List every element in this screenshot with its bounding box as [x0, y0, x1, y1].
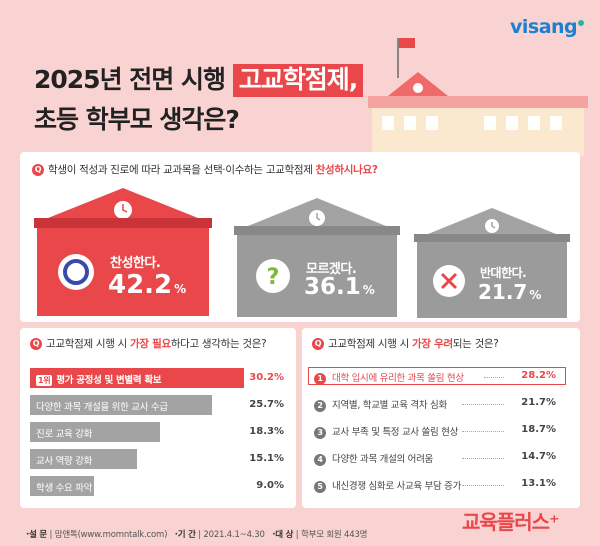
dotted-leader [462, 485, 504, 486]
concern-value: 28.2% [521, 370, 556, 381]
dotted-leader [462, 431, 504, 432]
school-building-illustration [368, 38, 588, 156]
concern-value: 13.1% [521, 478, 556, 489]
edu-plus-logo: 교육플러스⁺ [462, 510, 560, 534]
circle-icon [58, 254, 94, 290]
bar-label: 1위 평가 공정성 및 변별력 확보 [36, 375, 162, 386]
dotted-leader [462, 404, 504, 405]
rank-badge: 1위 [36, 375, 53, 386]
question-badge-icon: Q [312, 338, 324, 350]
disagree-value: 21.7% [478, 280, 542, 304]
question-badge-icon: Q [32, 164, 44, 176]
concern-item: 5 내신경쟁 심화로 사교육 부담 증가 [314, 478, 461, 493]
agree-label: 찬성한다. [110, 256, 161, 271]
agree-value: 42.2% [108, 270, 187, 300]
svg-text:?: ? [267, 265, 280, 290]
bar-label: 학생 수요 파악 [36, 483, 93, 494]
rank-number: 3 [314, 426, 326, 439]
concern-value: 14.7% [521, 451, 556, 462]
unsure-value: 36.1% [304, 274, 375, 300]
dotted-leader [462, 458, 504, 459]
concern-item: 4 다양한 과목 개설의 어려움 [314, 451, 433, 466]
q1-emphasis: 찬성하시나요? [315, 164, 378, 176]
rank-number: 2 [314, 399, 326, 412]
logo-dot [578, 19, 585, 26]
bar-value-label: 30.2% [249, 372, 284, 383]
dotted-leader [484, 377, 504, 378]
bar [30, 395, 212, 415]
bar [30, 449, 137, 469]
q1-text: 학생이 적성과 진로에 따라 교과목을 선택·이수하는 고교학점제 [48, 164, 313, 176]
x-icon [433, 265, 465, 297]
title-prefix: 2025년 전면 시행 [34, 65, 226, 94]
survey-footer: ·설 문 | 맘앤톡(www.momntalk.com) ·기 간 | 2021… [26, 530, 368, 540]
bar-value-label: 25.7% [249, 399, 284, 410]
rank-number: 4 [314, 453, 326, 466]
bar [30, 368, 244, 388]
bar-label: 진로 교육 강화 [36, 429, 93, 440]
concern-item: 3 교사 부족 및 특정 교사 쏠림 현상 [314, 424, 458, 439]
bar [30, 476, 94, 496]
disagree-label: 반대한다. [480, 266, 527, 280]
concern-value: 21.7% [521, 397, 556, 408]
unsure-label: 모르겠다. [306, 262, 357, 277]
top-concern-highlight [308, 367, 566, 385]
q3-question: Q 고교학점제 시행 시 가장 우려되는 것은? [312, 336, 499, 351]
rank-number: 5 [314, 480, 326, 493]
q1-question: Q 학생이 적성과 진로에 따라 교과목을 선택·이수하는 고교학점제 찬성하시나… [32, 162, 378, 177]
page-title-line1: 2025년 전면 시행 고교학점제, [34, 60, 364, 97]
question-badge-icon: Q [30, 338, 42, 350]
bar-value-label: 9.0% [256, 480, 284, 491]
concern-item: 2 지역별, 학교별 교육 격차 심화 [314, 397, 447, 412]
title-highlight: 고교학점제, [232, 64, 364, 97]
bar-label: 다양한 과목 개설을 위한 교사 수급 [36, 402, 168, 413]
concern-value: 18.7% [521, 424, 556, 435]
bar [30, 422, 160, 442]
rank-number: 1 [314, 372, 326, 385]
disagree-card-shape [414, 208, 570, 318]
q2-question: Q 고교학점제 시행 시 가장 필요하다고 생각하는 것은? [30, 336, 267, 351]
concern-item: 1 대학 입시에 유리한 과목 쏠림 현상 [314, 370, 464, 385]
question-icon: ? [256, 259, 290, 293]
q3-panel [302, 328, 580, 508]
visang-logo: visang [510, 16, 585, 38]
page-title-line2: 초등 학부모 생각은? [34, 105, 240, 134]
bar-value-label: 15.1% [249, 453, 284, 464]
bar-value-label: 18.3% [249, 426, 284, 437]
bar-label: 교사 역량 강화 [36, 456, 93, 467]
